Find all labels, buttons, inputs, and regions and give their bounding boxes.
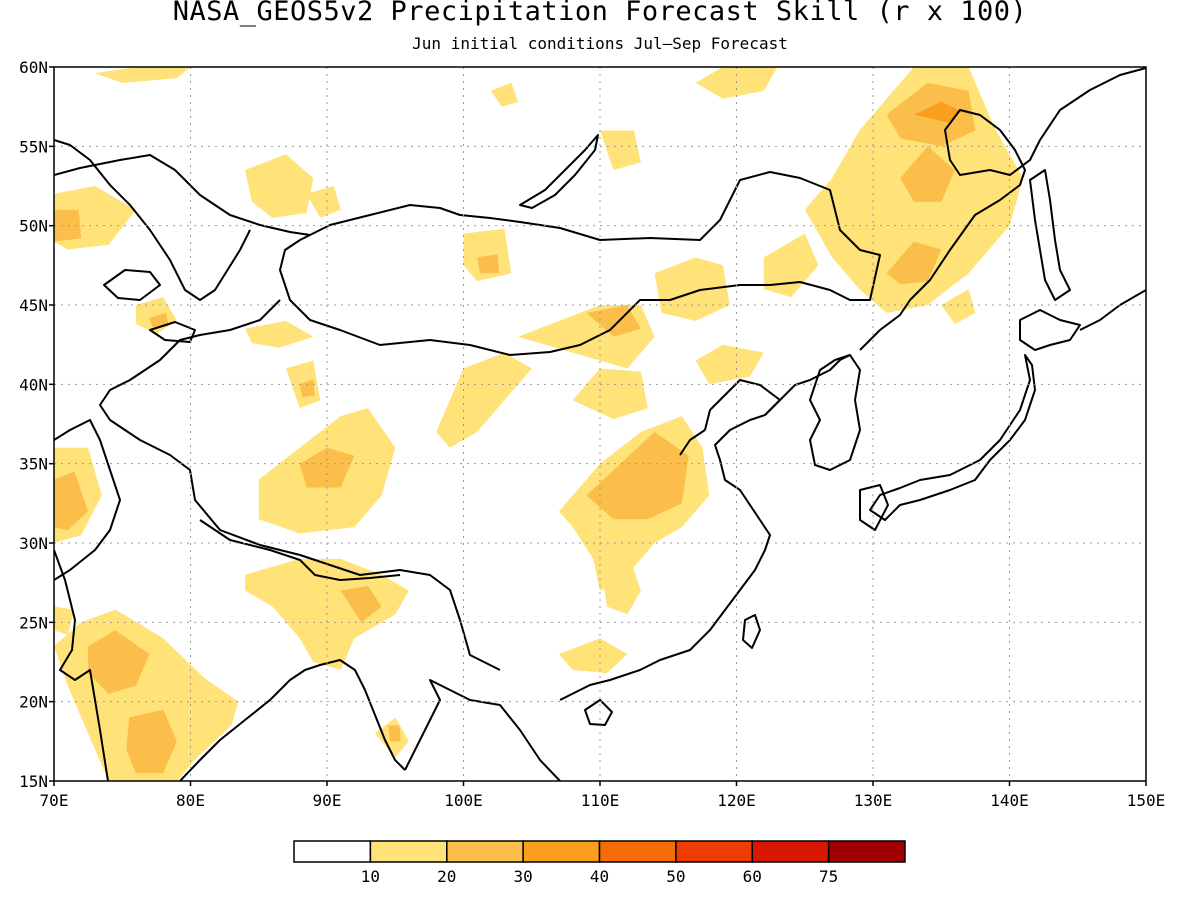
lat-tick-label: 20N: [19, 693, 48, 712]
skill-region-manchuria: [654, 257, 730, 321]
colorbar-label: 40: [590, 867, 609, 886]
skill-region-kaz-west-core: [54, 209, 82, 242]
bohai-coast: [764, 354, 851, 416]
skill-region-sakhalin-area: [941, 289, 976, 324]
lat-tick-label: 25N: [19, 613, 48, 632]
lat-tick-label: 60N: [19, 58, 48, 77]
skill-region-shanxi: [572, 368, 648, 420]
gridlines: [54, 67, 1146, 781]
skill-region-amur-core-3: [886, 241, 942, 285]
lat-tick-label: 55N: [19, 137, 48, 156]
lat-tick-label: 15N: [19, 772, 48, 791]
longitude-ticks: 70E 80E 90E 100E 110E 120E 130E 140E 150E: [40, 781, 1166, 810]
map-subtitle: Jun initial conditions Jul—Sep Forecast: [412, 34, 788, 53]
latitude-ticks: 15N 20N 25N 30N 35N 40N 45N 50N 55N 60N: [19, 58, 54, 791]
skill-region-kaz-small-core: [149, 312, 169, 328]
skill-region-sayan: [306, 186, 341, 218]
yellow-sea-border: [679, 429, 706, 456]
hokkaido: [1019, 309, 1081, 351]
skill-region-amur-core-2: [900, 146, 955, 202]
kyushu: [859, 484, 889, 531]
lat-tick-label: 45N: [19, 296, 48, 315]
honshu: [869, 354, 1036, 521]
colorbar-swatch: [293, 840, 372, 863]
colorbar-label: 60: [743, 867, 762, 886]
skill-region-siberia-mid: [245, 154, 314, 218]
skill-region-qinghai-core: [299, 379, 315, 397]
korea-peninsula: [809, 354, 861, 471]
skill-region-himalaya-east-core: [340, 585, 382, 623]
colorbar-label: 75: [819, 867, 838, 886]
indochina-coast: [404, 679, 561, 781]
colorbar-swatch: [369, 840, 448, 863]
lon-tick-label: 120E: [717, 791, 756, 810]
skill-region-siberia-east-top: [490, 82, 519, 107]
colorbar-swatch: [522, 840, 601, 863]
lat-tick-label: 50N: [19, 217, 48, 236]
colorbar-swatch: [827, 840, 906, 863]
kamchatka-edge: [1079, 289, 1146, 331]
tibet-south-border: [199, 519, 401, 581]
skill-region-n-india-west-core: [54, 471, 89, 531]
sakhalin: [1029, 169, 1071, 301]
lon-tick-label: 150E: [1127, 791, 1166, 810]
skill-region-siberia-top: [94, 67, 191, 83]
skill-region-india-core-1: [88, 630, 150, 694]
colorbar-label: 30: [513, 867, 532, 886]
skill-region-amur-core-4: [913, 101, 962, 123]
taiwan: [742, 614, 761, 649]
colorbar-label: 50: [666, 867, 685, 886]
kazakh-border: [54, 154, 311, 236]
lon-tick-label: 100E: [444, 791, 483, 810]
skill-region-west-mongolia: [463, 228, 512, 282]
lon-tick-label: 80E: [176, 791, 205, 810]
skill-region-baikal-n: [600, 130, 641, 171]
skill-region-south-china: [600, 550, 641, 615]
coastline-layer: [54, 67, 1146, 781]
lake-baikal: [519, 134, 599, 209]
colorbar-swatch: [675, 840, 754, 863]
lon-tick-label: 140E: [990, 791, 1029, 810]
skill-region-gansu: [436, 352, 532, 448]
map-title: NASA_GEOS5v2 Precipitation Forecast Skil…: [172, 0, 1028, 27]
skill-shading-layer: [54, 67, 1024, 781]
south-china-coast: [559, 379, 781, 701]
russia-east-coast: [859, 67, 1146, 351]
lon-tick-label: 90E: [313, 791, 342, 810]
skill-region-ne-china: [763, 233, 819, 298]
pakistan-border: [54, 419, 121, 581]
lat-tick-label: 35N: [19, 455, 48, 474]
colorbar-swatch: [751, 840, 830, 863]
lat-tick-label: 30N: [19, 534, 48, 553]
skill-region-central-china-core: [586, 431, 689, 520]
skill-region-west-mongolia-core: [477, 254, 499, 274]
mongolia-border: [279, 171, 881, 356]
skill-region-korea-n: [695, 344, 764, 385]
bay-of-bengal-coast: [179, 659, 406, 781]
china-west-border: [99, 299, 501, 671]
colorbar-label: 20: [437, 867, 456, 886]
lon-tick-label: 130E: [854, 791, 893, 810]
aral-lake: [103, 269, 161, 301]
colorbar-label: 10: [361, 867, 380, 886]
india-west-coast: [54, 549, 109, 781]
skill-region-yunnan-guangxi: [559, 638, 628, 674]
colorbar-swatch: [598, 840, 677, 863]
skill-region-india-sw: [54, 606, 75, 635]
skill-region-india-core-2: [126, 709, 177, 774]
lat-tick-label: 40N: [19, 375, 48, 394]
caspian-coast: [54, 139, 251, 301]
lon-tick-label: 70E: [40, 791, 69, 810]
hainan: [584, 699, 613, 726]
skill-region-myanmar-core: [388, 725, 401, 742]
lon-tick-label: 110E: [581, 791, 620, 810]
skill-region-xinjiang: [245, 320, 314, 348]
colorbar: 10 20 30 40 50 60 75: [293, 840, 906, 886]
colorbar-swatch: [446, 840, 524, 863]
